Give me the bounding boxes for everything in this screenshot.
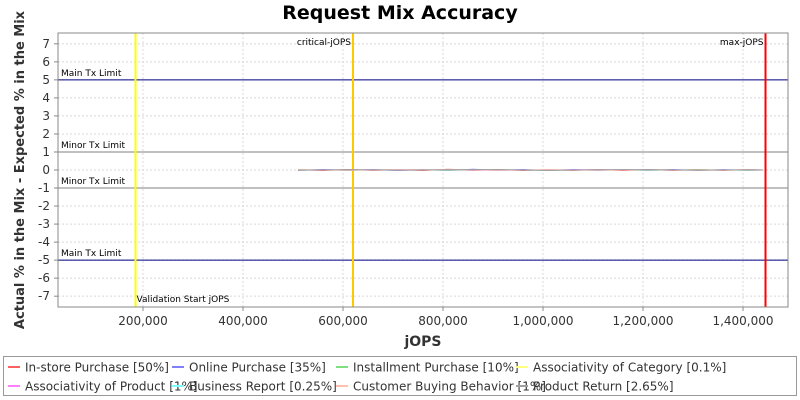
y-tick-label: -4	[38, 235, 50, 249]
y-axis-label: Actual % in the Mix - Expected % in the …	[13, 10, 28, 329]
y-tick-label: 7	[42, 37, 50, 51]
legend-label: In-store Purchase [50%]	[25, 360, 169, 375]
y-tick-label: -6	[38, 271, 50, 285]
legend: In-store Purchase [50%] Online Purchase […	[3, 356, 797, 396]
legend-label: Associativity of Product [1%]	[25, 379, 198, 394]
x-tick-label: 1,000,000	[512, 314, 573, 328]
legend-item: Installment Purchase [10%]	[336, 359, 519, 375]
legend-swatch	[336, 384, 348, 387]
y-tick-label: 4	[42, 91, 50, 105]
legend-item: Business Report [0.25%]	[172, 378, 337, 394]
marker-line-label: max-jOPS	[720, 38, 764, 48]
limit-line-label: Main Tx Limit	[61, 249, 122, 259]
legend-item: In-store Purchase [50%]	[8, 359, 169, 375]
y-tick-label: 0	[42, 163, 50, 177]
x-tick-label: 1,200,000	[612, 314, 673, 328]
y-tick-label: -5	[38, 253, 50, 267]
x-tick-label: 200,000	[118, 314, 168, 328]
y-tick-label: -1	[38, 181, 50, 195]
legend-swatch	[336, 365, 348, 368]
limit-line-label: Minor Tx Limit	[61, 177, 126, 187]
legend-label: Product Return [2.65%]	[533, 379, 674, 394]
legend-label: Associativity of Category [0.1%]	[533, 360, 727, 375]
legend-item: Customer Buying Behavior [1%]	[336, 378, 546, 394]
legend-swatch	[172, 384, 184, 387]
y-tick-label: -2	[38, 199, 50, 213]
x-axis-label: jOPS	[403, 334, 441, 350]
legend-swatch	[8, 384, 20, 387]
legend-swatch	[172, 365, 184, 368]
legend-label: Online Purchase [35%]	[189, 360, 326, 375]
chart-title: Request Mix Accuracy	[282, 2, 518, 24]
y-tick-label: 1	[42, 145, 50, 159]
legend-swatch	[8, 365, 20, 368]
legend-label: Customer Buying Behavior [1%]	[353, 379, 546, 394]
legend-item: Associativity of Product [1%]	[8, 378, 198, 394]
x-tick-label: 600,000	[318, 314, 368, 328]
legend-label: Installment Purchase [10%]	[353, 360, 519, 375]
series-line	[297, 169, 764, 171]
y-tick-label: 2	[42, 127, 50, 141]
limit-line-label: Main Tx Limit	[61, 69, 122, 79]
x-tick-label: 800,000	[418, 314, 468, 328]
legend-item: Online Purchase [35%]	[172, 359, 326, 375]
reference-labels: Main Tx Limit Minor Tx Limit Minor Tx Limi…	[61, 38, 764, 305]
x-tick-label: 1,400,000	[712, 314, 773, 328]
y-tick-label: -3	[38, 217, 50, 231]
x-axis: 200,000 400,000 600,000 800,000 1,000,000 1,2…	[118, 307, 774, 328]
limit-line-label: Minor Tx Limit	[61, 141, 126, 151]
y-tick-label: 6	[42, 55, 50, 69]
x-tick-label: 400,000	[218, 314, 268, 328]
marker-line-label: Validation Start jOPS	[137, 295, 230, 305]
series-lines	[297, 168, 764, 172]
legend-item: Associativity of Category [0.1%]	[516, 359, 726, 375]
y-tick-label: 5	[42, 73, 50, 87]
y-axis: 7 6 5 4 3 2 1 0 -1 -2 -3 -4 -5 -6 -7	[38, 37, 58, 303]
y-tick-label: -7	[38, 289, 50, 303]
chart-plot: Main Tx Limit Minor Tx Limit Minor Tx Limi…	[13, 10, 789, 350]
y-tick-label: 3	[42, 109, 50, 123]
legend-swatch	[516, 384, 528, 387]
legend-swatch	[516, 365, 528, 368]
legend-label: Business Report [0.25%]	[189, 379, 337, 394]
marker-line-label: critical-jOPS	[297, 38, 351, 48]
legend-item: Product Return [2.65%]	[516, 378, 674, 394]
limit-lines	[58, 79, 788, 261]
